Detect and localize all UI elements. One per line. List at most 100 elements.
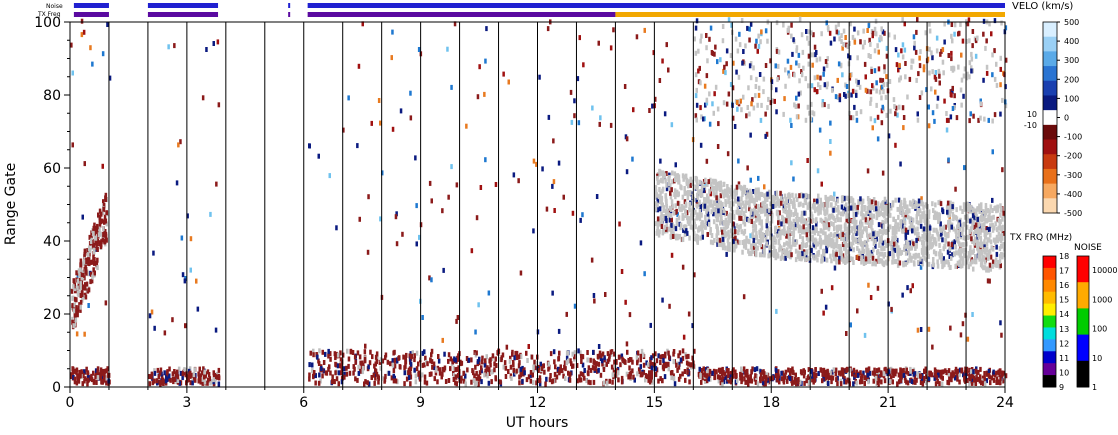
data-point [771, 198, 775, 204]
data-point [914, 204, 917, 209]
data-point [927, 376, 931, 382]
data-point [83, 251, 86, 257]
data-point [800, 210, 804, 216]
data-point [483, 372, 486, 378]
data-point [159, 379, 162, 385]
data-point [822, 256, 826, 262]
data-point [921, 261, 924, 267]
data-point [781, 228, 784, 234]
data-point [973, 215, 976, 221]
data-point [954, 228, 957, 234]
data-point [676, 212, 679, 218]
data-point [409, 354, 412, 360]
data-point [973, 377, 976, 383]
data-point [615, 368, 619, 374]
data-point [89, 376, 92, 382]
data-point [99, 375, 103, 381]
data-point [181, 371, 185, 377]
data-point [741, 192, 744, 197]
data-point [936, 95, 940, 101]
data-point [831, 375, 835, 381]
data-point [940, 381, 944, 387]
data-point [933, 118, 936, 124]
data-point [983, 375, 986, 381]
data-point [883, 246, 886, 251]
data-point [415, 241, 418, 247]
data-point [754, 195, 758, 201]
data-point [710, 209, 713, 215]
data-point [94, 374, 97, 380]
data-point [934, 202, 937, 208]
data-point [942, 369, 945, 375]
data-point [709, 239, 713, 245]
data-point [727, 17, 731, 23]
data-point [619, 362, 622, 368]
data-point [659, 215, 663, 221]
data-point [658, 221, 661, 227]
data-point [661, 186, 665, 192]
data-point [798, 252, 802, 258]
data-point [106, 22, 109, 27]
data-point [963, 66, 967, 72]
data-point [653, 362, 657, 368]
data-point [798, 78, 801, 84]
data-point [999, 368, 1002, 374]
data-point [701, 202, 705, 208]
data-point [880, 120, 884, 126]
data-point [77, 292, 80, 298]
data-point [846, 93, 850, 98]
data-point [893, 232, 897, 238]
data-point [819, 244, 822, 250]
data-point [77, 268, 81, 274]
data-point [691, 323, 694, 329]
data-point [855, 211, 858, 217]
data-point [779, 190, 782, 196]
data-point [730, 184, 733, 190]
data-point [919, 373, 922, 379]
data-point [333, 379, 336, 385]
data-point [978, 209, 981, 214]
data-point [980, 202, 983, 208]
data-point [813, 377, 817, 383]
data-point [795, 95, 798, 101]
data-point [758, 72, 762, 77]
data-point [867, 282, 870, 288]
data-point [721, 245, 725, 251]
data-point [436, 379, 439, 385]
data-point [819, 367, 822, 373]
data-point [867, 23, 871, 29]
data-point [430, 352, 433, 358]
data-point [841, 232, 845, 238]
data-point [79, 299, 83, 305]
data-point [685, 360, 689, 366]
txfreq-segment [288, 12, 291, 17]
data-point [839, 246, 843, 252]
data-point [936, 263, 940, 269]
data-point [102, 226, 105, 232]
data-point [426, 361, 429, 367]
data-point [988, 209, 991, 215]
data-point [716, 106, 720, 112]
data-point [748, 63, 752, 69]
data-point [82, 284, 86, 290]
data-point [966, 216, 969, 221]
data-point [529, 378, 533, 384]
data-point [955, 207, 958, 213]
data-point [807, 217, 811, 223]
data-point [165, 374, 168, 380]
data-point [878, 212, 881, 218]
data-point [82, 294, 85, 300]
data-point [657, 353, 660, 359]
data-point [817, 193, 820, 199]
data-point [877, 49, 880, 55]
data-point [95, 240, 98, 246]
data-point [937, 372, 940, 378]
data-point [390, 55, 393, 61]
data-point [807, 61, 810, 67]
data-point [727, 186, 730, 192]
data-point [966, 206, 969, 212]
data-point [792, 240, 795, 246]
data-point [378, 359, 382, 365]
data-point [698, 65, 701, 71]
data-point [802, 193, 805, 199]
